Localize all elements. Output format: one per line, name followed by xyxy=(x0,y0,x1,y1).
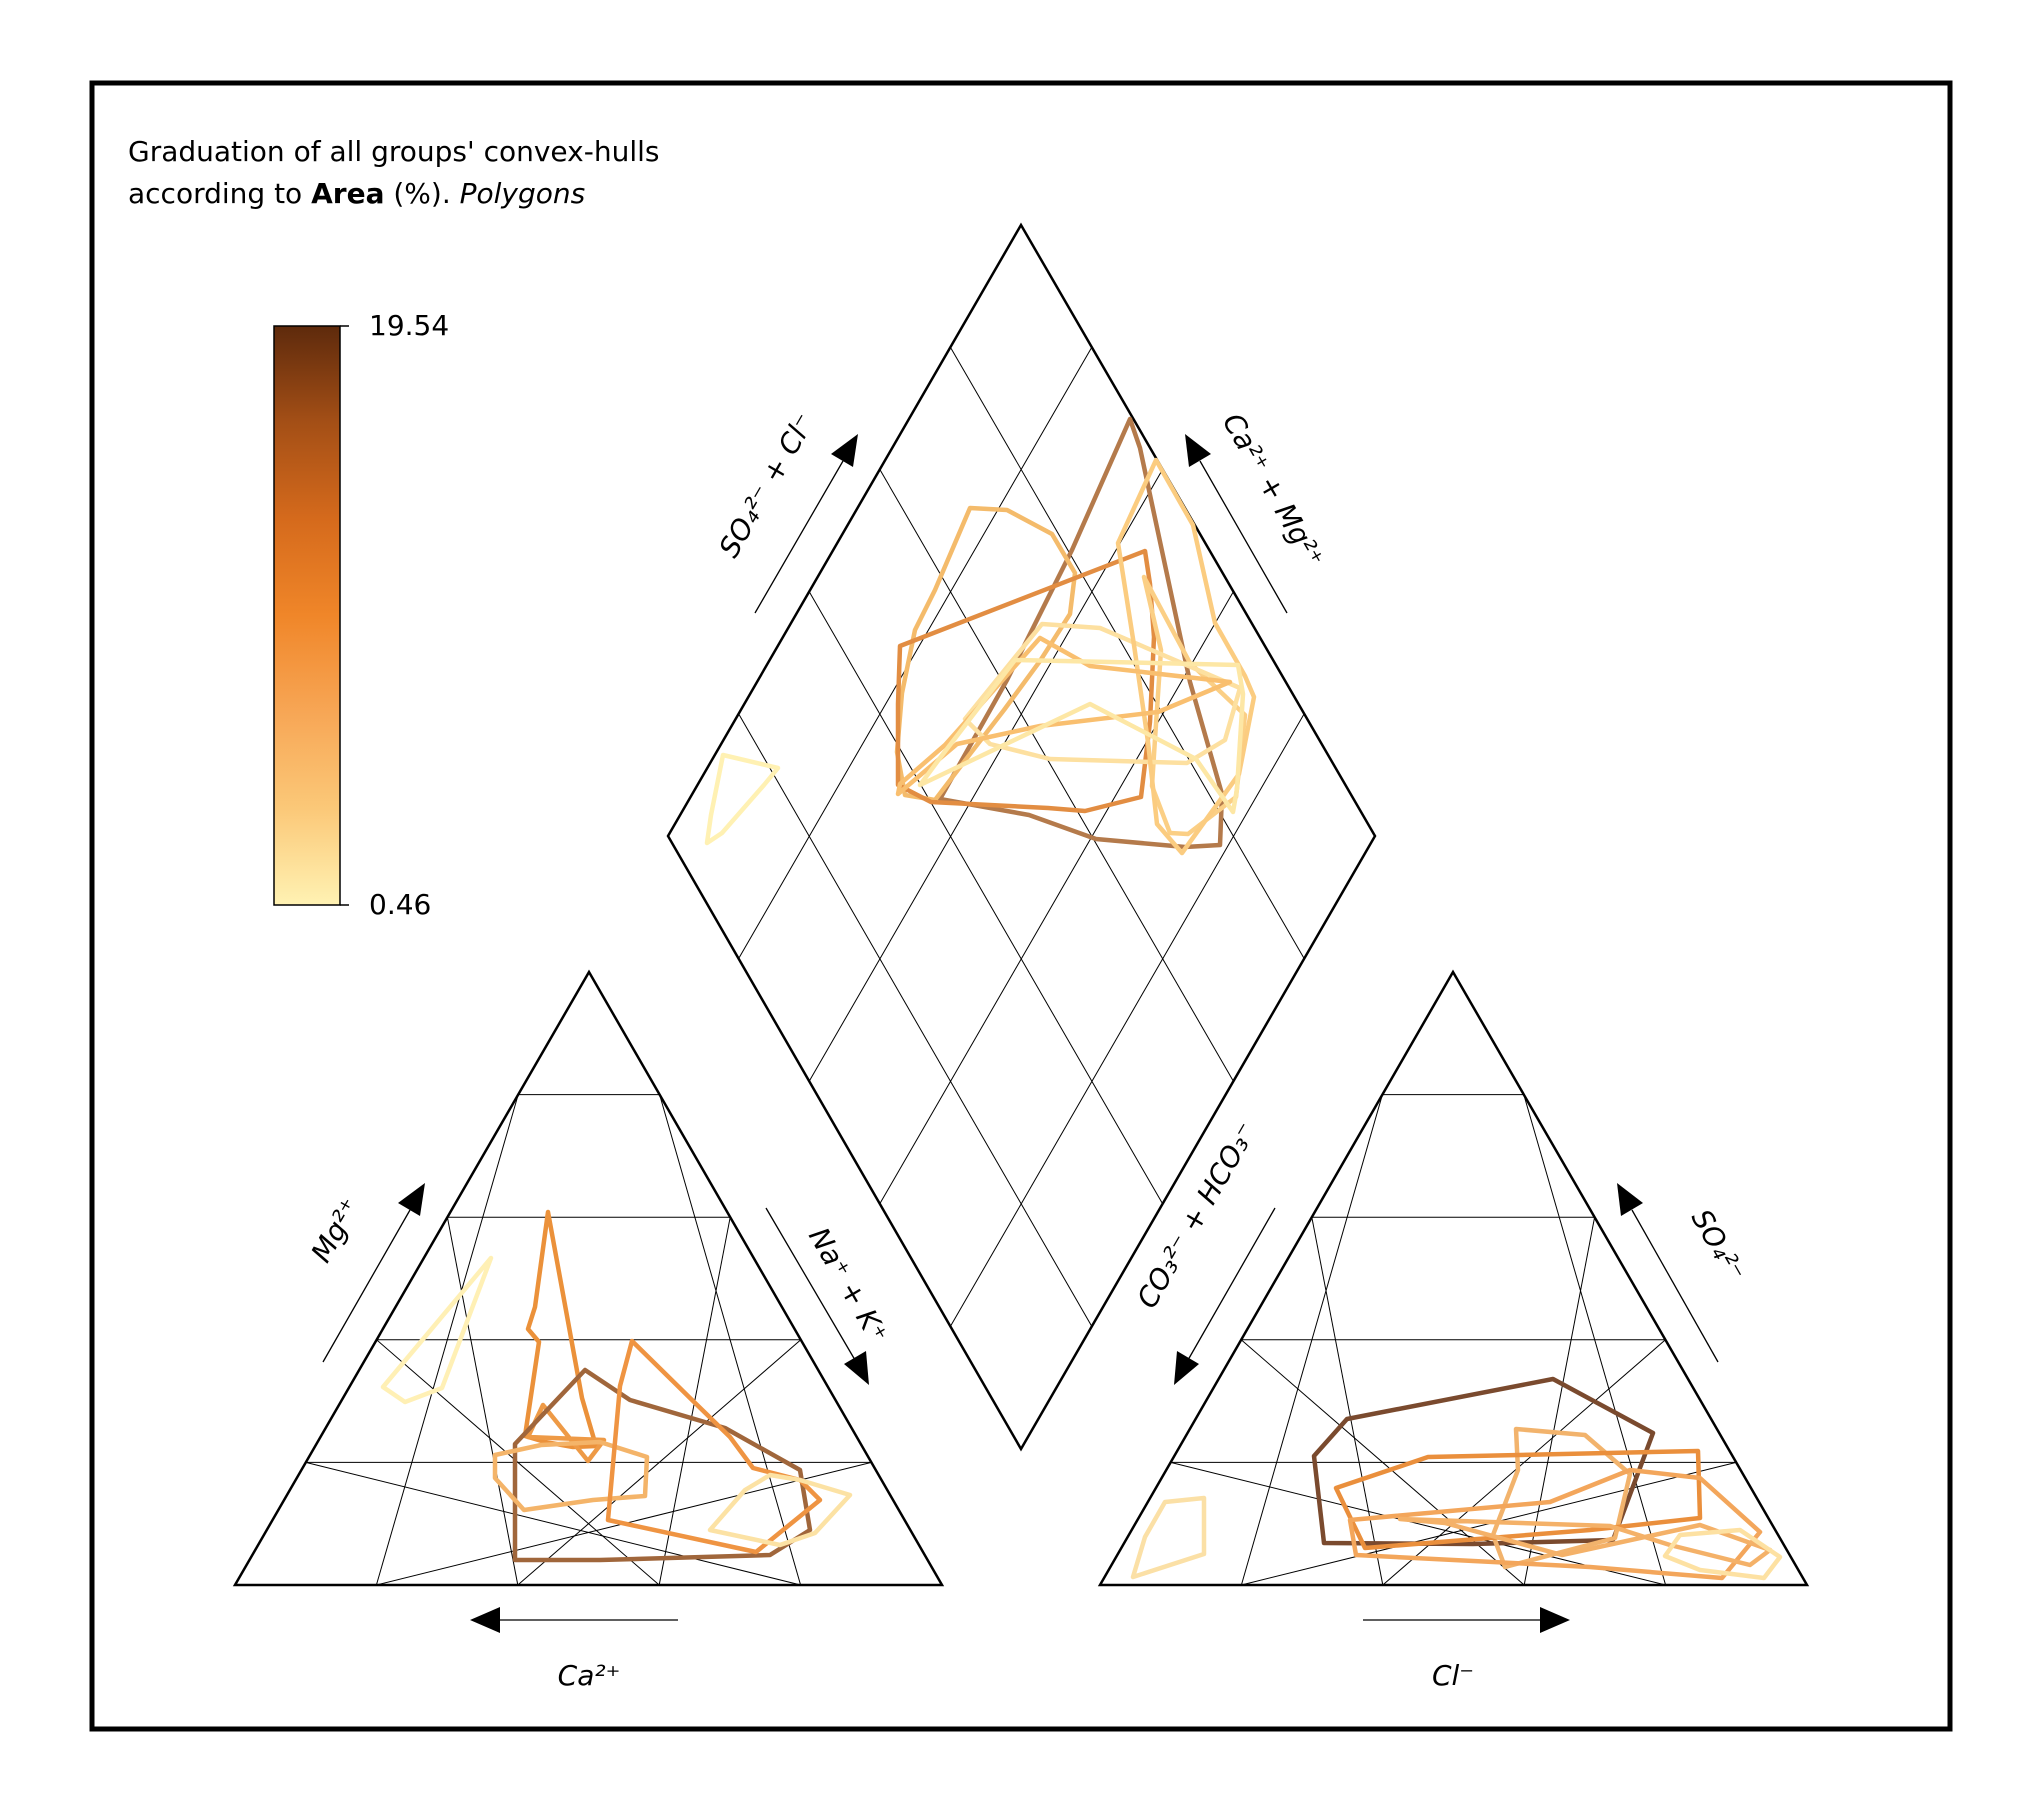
diamond-grid-line xyxy=(808,591,1164,1205)
diamond-grid-line xyxy=(949,713,1305,1327)
diamond-hull-polygon xyxy=(704,752,781,846)
ca-arrowhead xyxy=(470,1607,500,1633)
cation-grid-line xyxy=(305,1461,801,1586)
diamond-outline xyxy=(666,222,1377,1452)
mg-arrow xyxy=(322,1209,411,1363)
convex-hull-polygons xyxy=(380,416,1783,1581)
anion-hull-polygon xyxy=(1347,1467,1763,1581)
cation-hull-polygon xyxy=(522,1209,599,1450)
cation-hull-polygon xyxy=(707,1472,853,1548)
diamond-hull-polygon xyxy=(962,621,1243,766)
camg-arrow xyxy=(1199,460,1288,614)
diamond-hull-polygon xyxy=(917,657,1246,815)
anion-triangle-outline xyxy=(1097,969,1810,1587)
title-line-2-prefix: according to xyxy=(128,177,312,210)
diamond-hull-polygon xyxy=(895,635,1233,797)
diamond-hull-polygon xyxy=(894,505,1078,803)
diamond-hull-polygon xyxy=(1115,457,1257,856)
diamond-grid-line xyxy=(738,346,1093,959)
diamond-hull-polygon xyxy=(937,416,1225,850)
cation-hull-polygon xyxy=(492,1439,650,1513)
cation-grid-line xyxy=(517,1339,802,1586)
title-line-2: according to Area (%). Polygons xyxy=(128,173,659,215)
cation-hull-polygon xyxy=(605,1338,823,1555)
mg-axis-label: Mg²⁺ xyxy=(304,1193,367,1268)
anion-hull-polygon xyxy=(1662,1527,1783,1581)
title-area-bold: Area xyxy=(311,177,385,210)
figure-frame xyxy=(89,80,1953,1732)
cation-grid-line xyxy=(446,1217,519,1586)
cl-arrowhead xyxy=(1540,1607,1570,1633)
axis-arrows xyxy=(322,434,1719,1633)
co3hco3-arrowhead xyxy=(1174,1351,1199,1385)
so4cl-arrow xyxy=(754,460,844,614)
grid-lines xyxy=(305,346,1737,1586)
nak-arrowhead xyxy=(844,1351,869,1385)
anion-hull-polygon xyxy=(1333,1448,1703,1551)
diamond-grid-line xyxy=(949,346,1305,959)
nak-arrow xyxy=(765,1207,856,1361)
cl-axis-label: Cl⁻ xyxy=(1432,1659,1474,1692)
anion-hull-polygon xyxy=(1130,1495,1207,1580)
figure-title: Graduation of all groups' convex-hulls a… xyxy=(128,131,659,215)
title-line-1: Graduation of all groups' convex-hulls xyxy=(128,135,660,168)
camg-axis-label: Ca²⁺ + Mg²⁺ xyxy=(1216,408,1331,573)
mg-arrowhead xyxy=(398,1183,425,1216)
so4cl-axis-label: SO₄²⁻ + Cl⁻ xyxy=(712,408,821,563)
so4-arrow xyxy=(1631,1209,1719,1363)
colorbar-max-label: 19.54 xyxy=(369,309,450,342)
cation-grid-line xyxy=(376,1339,660,1586)
nak-axis-label: Na⁺ + K⁺ xyxy=(802,1222,894,1349)
ca-axis-label: Ca²⁺ xyxy=(558,1659,621,1692)
title-polygons-italic: Polygons xyxy=(459,177,586,210)
anion-hull-polygon xyxy=(1311,1376,1656,1547)
diamond-hull-polygon xyxy=(895,548,1157,814)
so4cl-arrowhead xyxy=(831,434,858,467)
so4-axis-label: SO₄²⁻ xyxy=(1685,1204,1752,1287)
camg-arrowhead xyxy=(1185,434,1211,467)
colorbar-min-label: 0.46 xyxy=(369,888,432,921)
anion-grid-line xyxy=(1523,1094,1667,1586)
so4-arrowhead xyxy=(1617,1183,1643,1216)
colorbar xyxy=(273,325,341,906)
diamond-grid-line xyxy=(879,591,1234,1205)
cation-grid-line xyxy=(659,1094,802,1586)
diamond-grid-line xyxy=(879,469,1234,1082)
anion-grid-line xyxy=(1311,1217,1384,1586)
diamond-grid-line xyxy=(738,713,1093,1327)
title-line-2-mid: (%). xyxy=(384,177,460,210)
co3hco3-arrow xyxy=(1187,1207,1276,1361)
cation-hull-polygon xyxy=(525,1402,607,1464)
cation-hull-polygon xyxy=(380,1255,494,1405)
diamond-grid-line xyxy=(808,469,1164,1082)
cation-triangle-outline xyxy=(232,969,945,1587)
